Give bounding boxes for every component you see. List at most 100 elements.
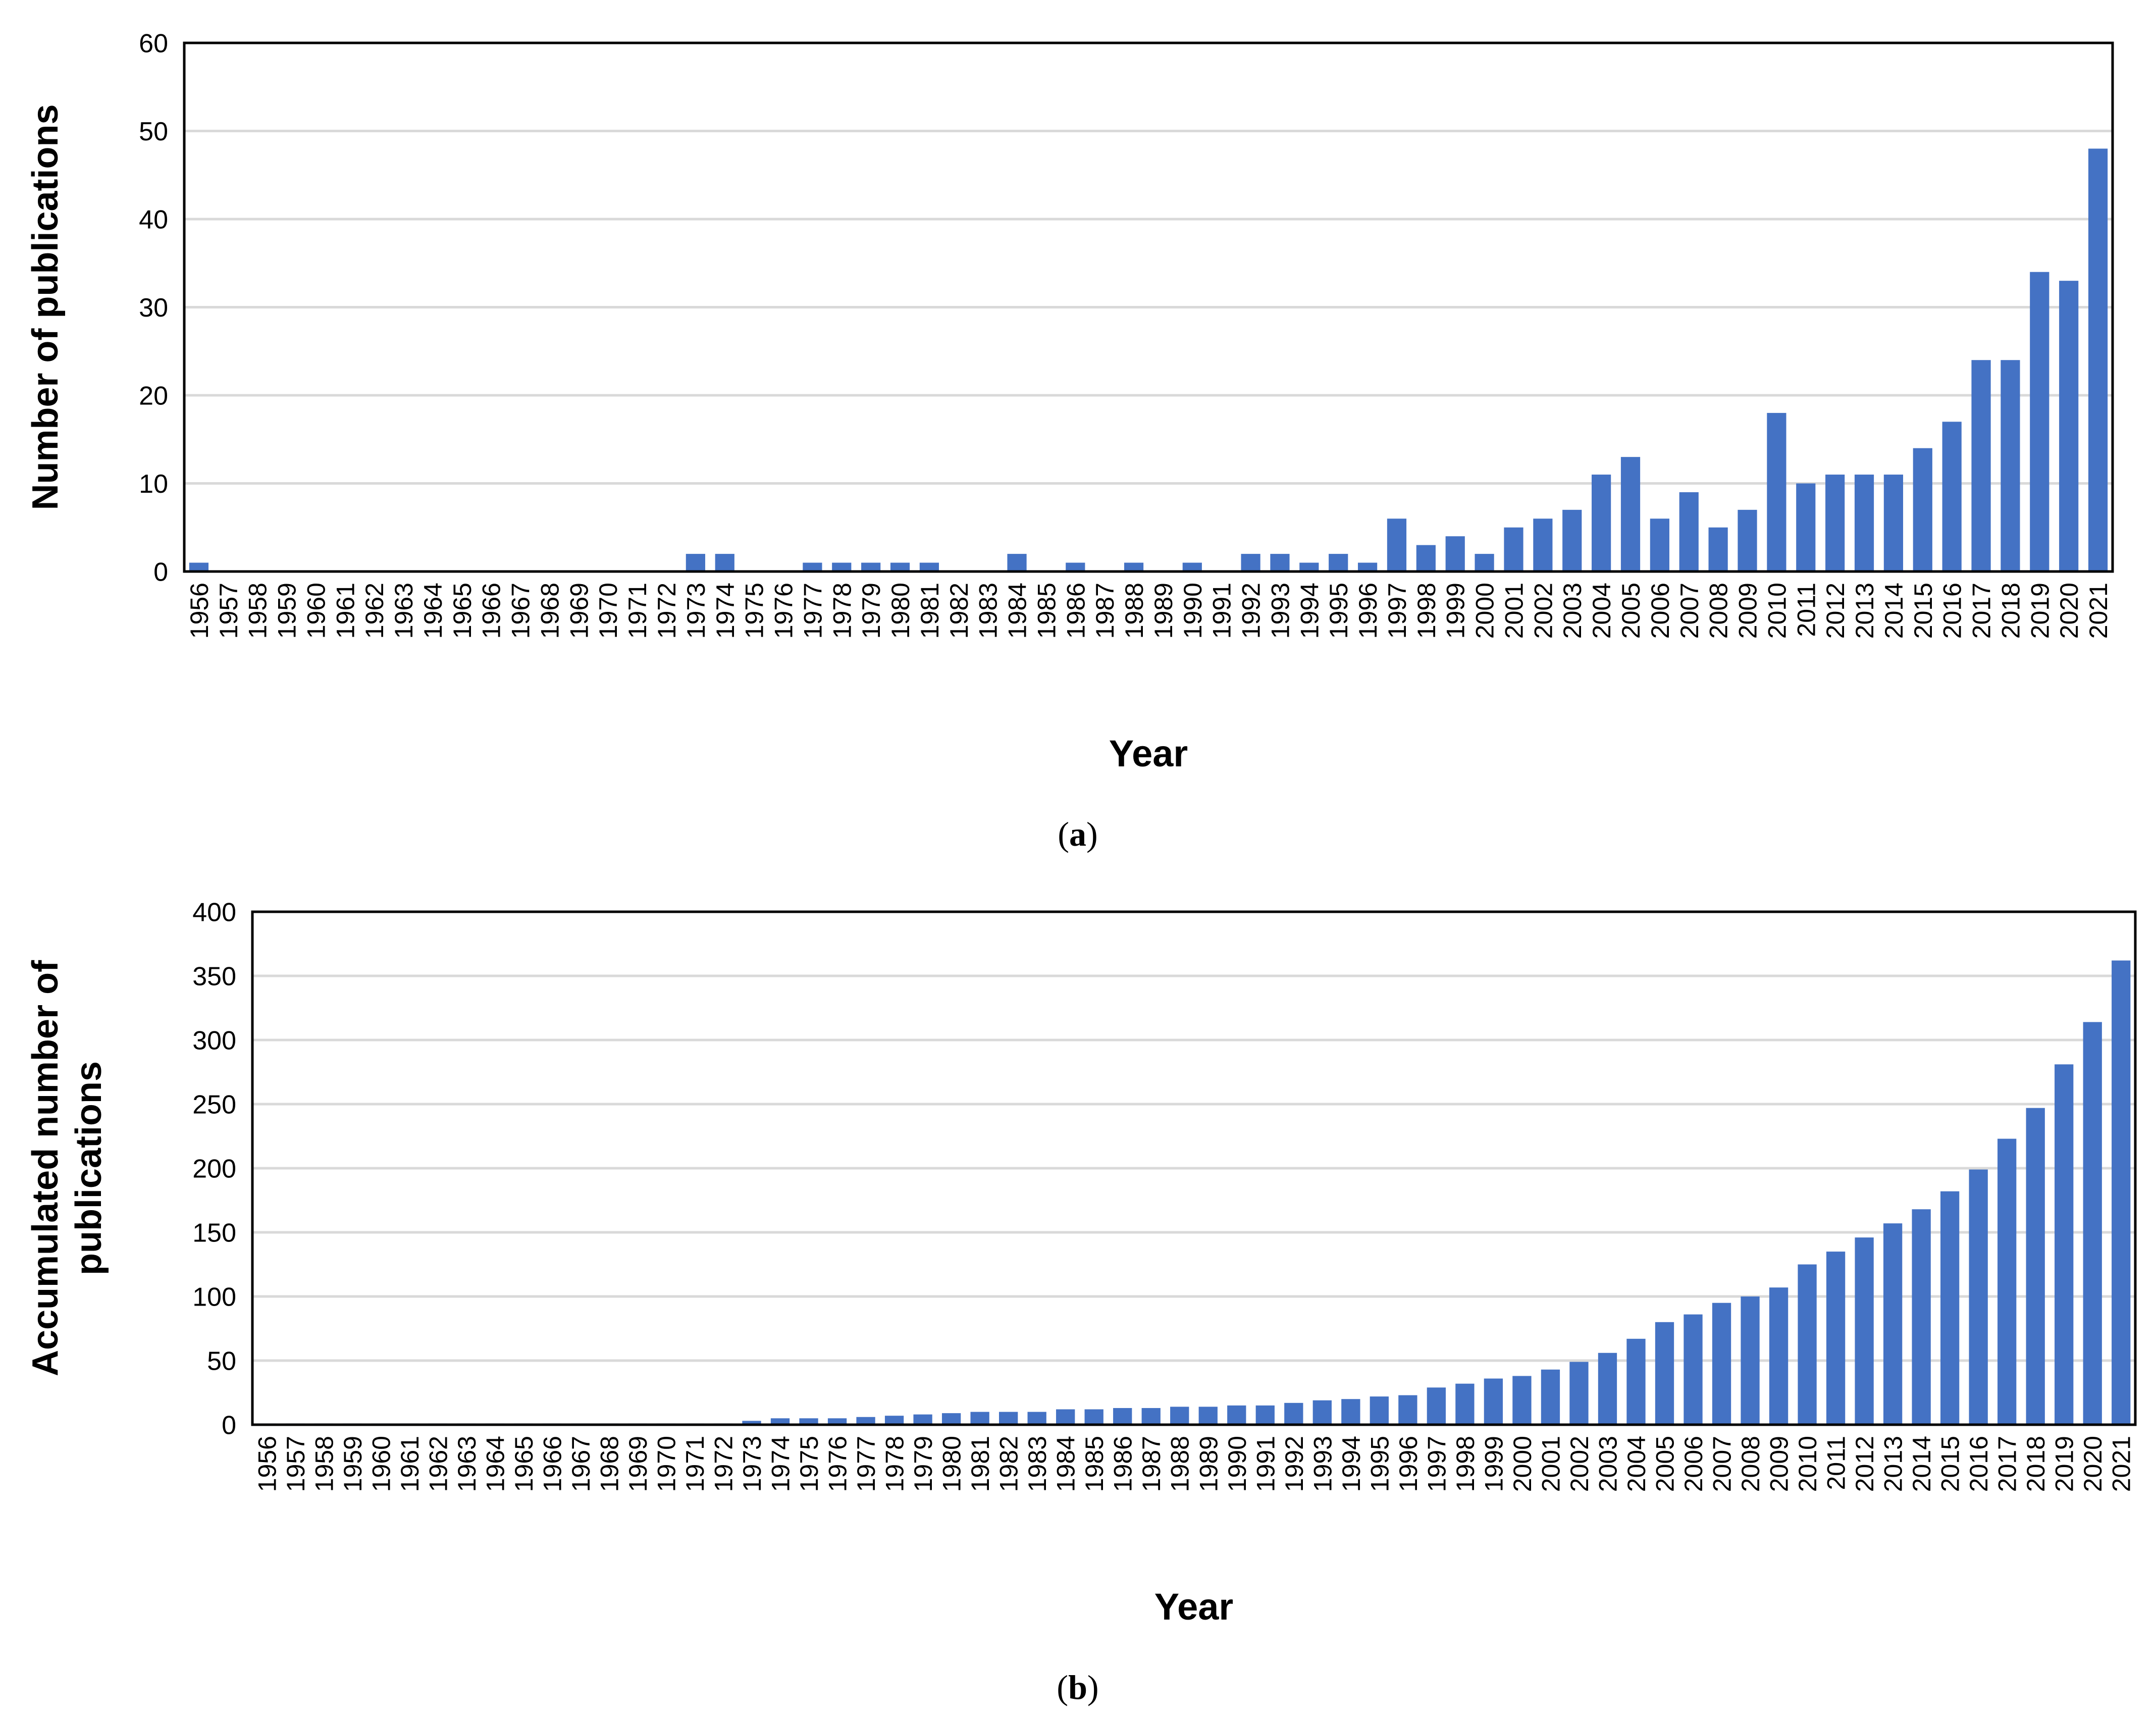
x-tick-label: 2002 [1565, 1436, 1594, 1492]
x-tick-label: 1994 [1295, 583, 1324, 639]
bar-1984 [1056, 1409, 1075, 1425]
x-tick-label: 2019 [2050, 1436, 2079, 1492]
bar-2020 [2059, 281, 2079, 571]
x-tick-label: 1968 [595, 1436, 623, 1492]
bar-2021 [2088, 148, 2108, 571]
x-tick-label: 1997 [1423, 1436, 1451, 1492]
bar-1981 [919, 562, 939, 571]
bar-1995 [1370, 1396, 1389, 1425]
bar-1974 [770, 1418, 790, 1425]
bar-2019 [2055, 1064, 2074, 1425]
bar-1996 [1398, 1395, 1417, 1425]
bar-2012 [1825, 475, 1845, 571]
bar-2001 [1504, 527, 1523, 571]
x-tick-label: 1964 [419, 583, 447, 639]
x-tick-label: 2005 [1617, 583, 1645, 639]
bar-2020 [2083, 1022, 2102, 1425]
x-tick-label: 2001 [1500, 583, 1528, 639]
x-tick-label: 1995 [1365, 1436, 1394, 1492]
bar-2004 [1626, 1338, 1646, 1425]
plot-frame [251, 910, 2137, 1426]
y-tick-label: 20 [139, 382, 168, 411]
x-tick-label: 1967 [567, 1436, 595, 1492]
x-tick-label: 1970 [594, 583, 622, 639]
bar-1987 [1141, 1408, 1161, 1425]
y-tick-label: 0 [222, 1411, 236, 1440]
x-tick-label: 1961 [331, 583, 359, 639]
x-tick-label: 1988 [1120, 583, 1148, 639]
bar-1988 [1124, 562, 1144, 571]
x-tick-label: 1961 [396, 1436, 424, 1492]
bar-1983 [1027, 1412, 1046, 1425]
bar-1998 [1455, 1383, 1475, 1425]
bar-2007 [1712, 1303, 1731, 1425]
x-tick-label: 1987 [1137, 1436, 1166, 1492]
x-tick-label: 1984 [1004, 583, 1032, 639]
x-tick-label: 1986 [1109, 1436, 1137, 1492]
x-tick-label: 1999 [1442, 583, 1470, 639]
x-tick-label: 1974 [711, 583, 740, 639]
bar-2018 [2001, 360, 2020, 571]
x-tick-label: 2012 [1851, 1436, 1879, 1492]
x-tick-label: 2013 [1851, 583, 1879, 639]
y-tick-label: 50 [139, 117, 168, 146]
x-tick-label: 2000 [1508, 1436, 1537, 1492]
bar-1974 [715, 554, 734, 571]
x-tick-label: 2006 [1679, 1436, 1708, 1492]
x-tick-label: 2010 [1763, 583, 1791, 639]
caption-b-letter: b [1068, 1668, 1087, 1706]
x-tick-label: 1970 [652, 1436, 680, 1492]
x-tick-label: 2011 [1792, 583, 1820, 637]
x-tick-label: 2021 [2084, 583, 2113, 639]
x-tick-label: 1978 [828, 583, 856, 639]
x-tick-label: 1998 [1412, 583, 1441, 639]
x-tick-label: 1966 [478, 583, 506, 639]
x-tick-label: 1971 [623, 583, 652, 639]
bar-2017 [1997, 1138, 2017, 1425]
x-tick-label: 1991 [1208, 583, 1236, 639]
x-tick-label: 1960 [302, 583, 330, 639]
bar-2015 [1913, 448, 1932, 571]
bar-2004 [1592, 475, 1611, 571]
x-tick-label: 1997 [1383, 583, 1411, 639]
x-tick-label: 2016 [1938, 583, 1967, 639]
bar-1993 [1312, 1400, 1332, 1425]
x-tick-label: 1958 [244, 583, 272, 639]
bar-2009 [1738, 509, 1757, 571]
bar-2000 [1475, 554, 1494, 571]
x-tick-label: 1967 [507, 583, 535, 639]
x-tick-label: 2010 [1794, 1436, 1822, 1492]
x-tick-label: 2014 [1908, 1436, 1936, 1492]
x-tick-label: 2013 [1879, 1436, 1908, 1492]
bar-1977 [856, 1417, 875, 1425]
x-tick-label: 1977 [799, 583, 827, 639]
x-tick-label: 1981 [966, 1436, 994, 1492]
x-tick-label: 2018 [2022, 1436, 2050, 1492]
y-axis-label: publications [69, 1061, 109, 1275]
bar-1985 [1084, 1409, 1103, 1425]
bar-1988 [1170, 1407, 1189, 1425]
x-tick-label: 1973 [682, 583, 710, 639]
x-tick-label: 1990 [1223, 1436, 1251, 1492]
bar-1992 [1284, 1402, 1303, 1425]
x-tick-label: 1972 [653, 583, 681, 639]
x-tick-label: 1959 [339, 1436, 367, 1492]
bar-2000 [1512, 1376, 1532, 1425]
x-tick-label: 2017 [1993, 1436, 2022, 1492]
bar-2008 [1708, 527, 1728, 571]
y-tick-label: 350 [192, 962, 236, 992]
x-tick-label: 2020 [2055, 583, 2083, 639]
bar-2016 [1942, 422, 1962, 571]
bar-2003 [1598, 1353, 1617, 1425]
x-tick-label: 2011 [1822, 1436, 1851, 1490]
bar-1998 [1416, 545, 1436, 571]
plot-frame [183, 41, 2114, 573]
bar-2019 [2030, 272, 2049, 571]
x-tick-label: 1976 [824, 1436, 852, 1492]
x-tick-label: 1983 [1023, 1436, 1051, 1492]
x-tick-label: 1972 [710, 1436, 738, 1492]
x-tick-label: 1977 [852, 1436, 880, 1492]
bar-2015 [1940, 1191, 1960, 1425]
